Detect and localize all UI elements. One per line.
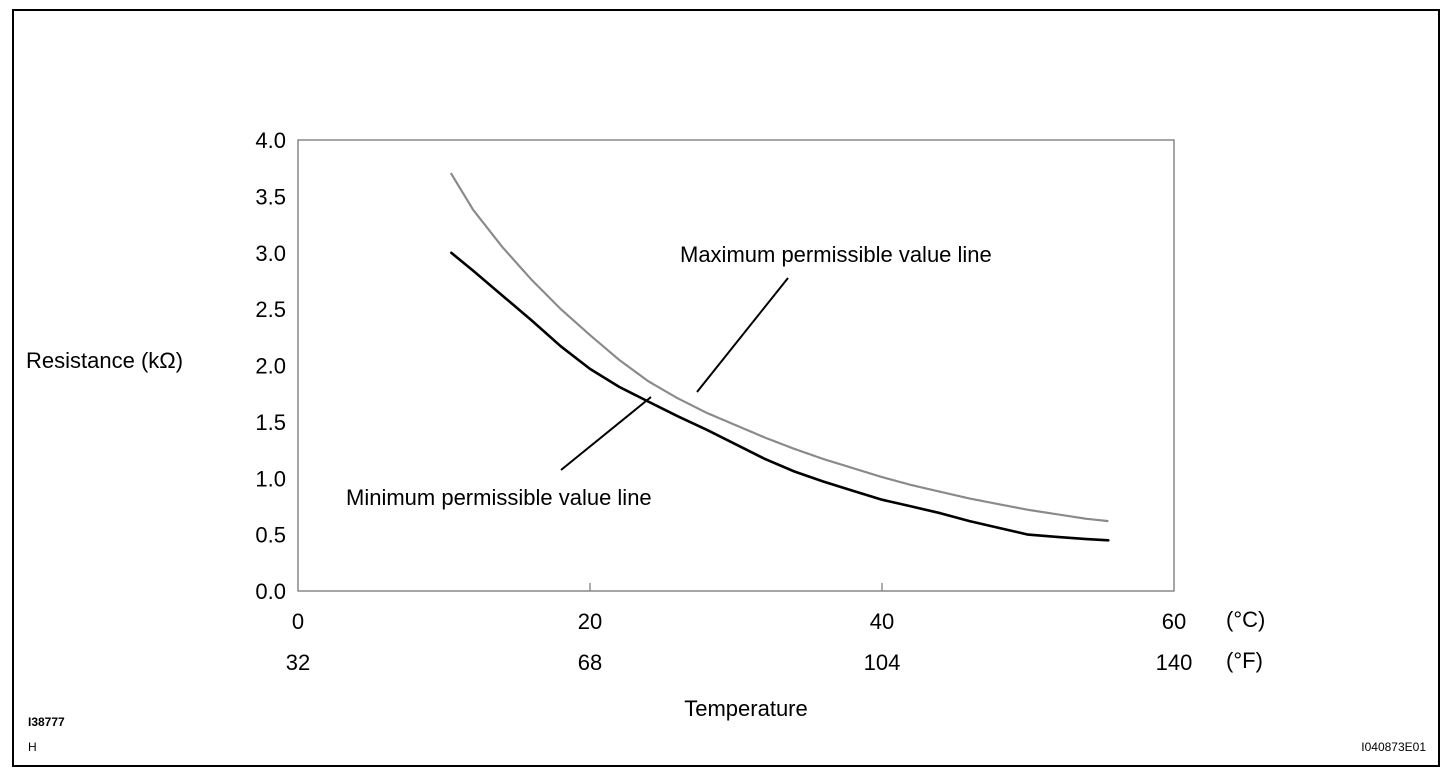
y-tick-label: 1.5 [255, 410, 286, 435]
annotation-min-label: Minimum permissible value line [346, 485, 652, 510]
max-permissible-line [450, 172, 1110, 523]
figure-code-left: I38777 [28, 715, 65, 729]
y-tick-label: 3.5 [255, 184, 286, 209]
series-layer [449, 172, 1110, 542]
y-tick-label: 0.0 [255, 579, 286, 604]
x-tick-label-fahrenheit: 32 [286, 650, 310, 675]
y-axis-label: Resistance (kΩ) [26, 348, 183, 373]
figure-frame [12, 9, 1440, 767]
x-tick-label-celsius: 40 [870, 609, 894, 634]
x-tick-label-fahrenheit: 68 [578, 650, 602, 675]
y-tick-label: 1.0 [255, 466, 286, 491]
x-tick-label-celsius: 60 [1162, 609, 1186, 634]
y-tick-label: 3.0 [255, 241, 286, 266]
x-tick-label-celsius: 0 [292, 609, 304, 634]
y-tick-label: 4.0 [255, 128, 286, 153]
x-tick-label-fahrenheit: 140 [1156, 650, 1193, 675]
figure-code-right: I040873E01 [1361, 740, 1426, 754]
unit-celsius-label: (°C) [1226, 607, 1265, 632]
x-axis-label: Temperature [684, 696, 808, 721]
figure-code-left-mark: H [28, 740, 37, 754]
annotation-max-leader [696, 277, 789, 393]
y-axis-ticks: 0.0 0.5 1.0 1.5 2.0 2.5 3.0 3.5 4.0 [255, 128, 286, 604]
x-tick-label-celsius: 20 [578, 609, 602, 634]
x-tick-label-fahrenheit: 104 [864, 650, 901, 675]
plot-area [297, 139, 1175, 592]
annotation-layer: Maximum permissible value line Minimum pe… [346, 242, 992, 510]
min-permissible-line [449, 251, 1110, 542]
x-axis-ticks: 0 20 40 60 32 68 104 140 [286, 583, 1193, 675]
unit-fahrenheit-label: (°F) [1226, 648, 1263, 673]
y-tick-label: 2.0 [255, 354, 286, 379]
y-tick-label: 0.5 [255, 523, 286, 548]
annotation-min-leader [560, 396, 652, 471]
annotation-max-label: Maximum permissible value line [680, 242, 992, 267]
y-tick-label: 2.5 [255, 297, 286, 322]
